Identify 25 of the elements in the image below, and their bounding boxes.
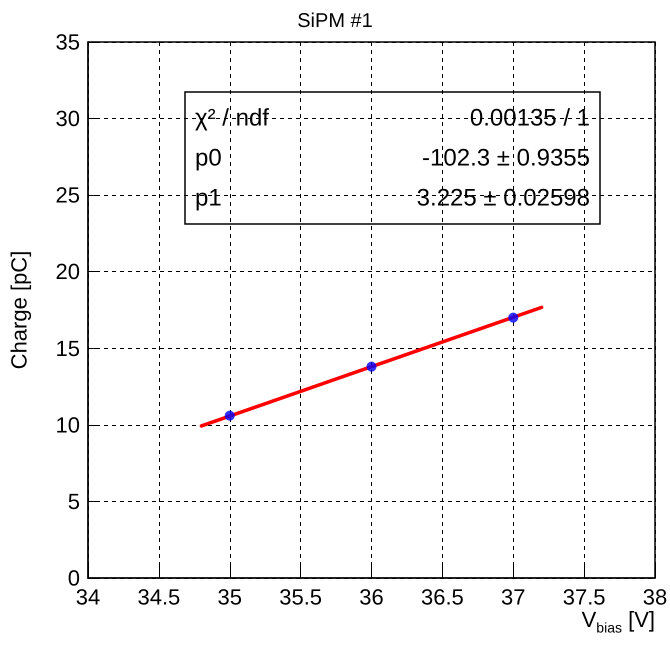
x-tick-label: 36.5 (420, 584, 464, 610)
y-tick-label: 35 (56, 30, 80, 54)
y-tick-label: 25 (56, 182, 80, 208)
y-tick-label: 30 (56, 106, 80, 132)
y-axis-title: Charge [pC] (6, 250, 32, 370)
chart-title: SiPM #1 (297, 10, 373, 32)
x-axis-title: V$_{bias}$ [V] (582, 607, 655, 636)
annotation: 3.225 ± 0.02598 (416, 184, 590, 212)
annotation: p1 (195, 184, 222, 212)
x-tick-label: 37.5 (562, 584, 606, 610)
y-tick-label: 5 (68, 488, 80, 514)
point (366, 362, 376, 372)
x-tick-label: 36 (359, 584, 384, 610)
y-tick-label: 15 (56, 336, 80, 361)
x-tick-label: 35 (218, 584, 242, 610)
annotation: -102.3 ± 0.9355 (422, 144, 590, 172)
point (508, 312, 518, 323)
x-tick-label: 34.5 (137, 584, 180, 610)
x-tick-label: 37 (501, 584, 526, 610)
annotation: p0 (195, 144, 222, 172)
y-tick-label: 10 (56, 412, 80, 438)
y-tick-label: 20 (56, 259, 80, 284)
x-tick-label: 35.5 (279, 584, 322, 610)
point (224, 410, 235, 421)
x-tick-label: 38 (642, 584, 668, 610)
